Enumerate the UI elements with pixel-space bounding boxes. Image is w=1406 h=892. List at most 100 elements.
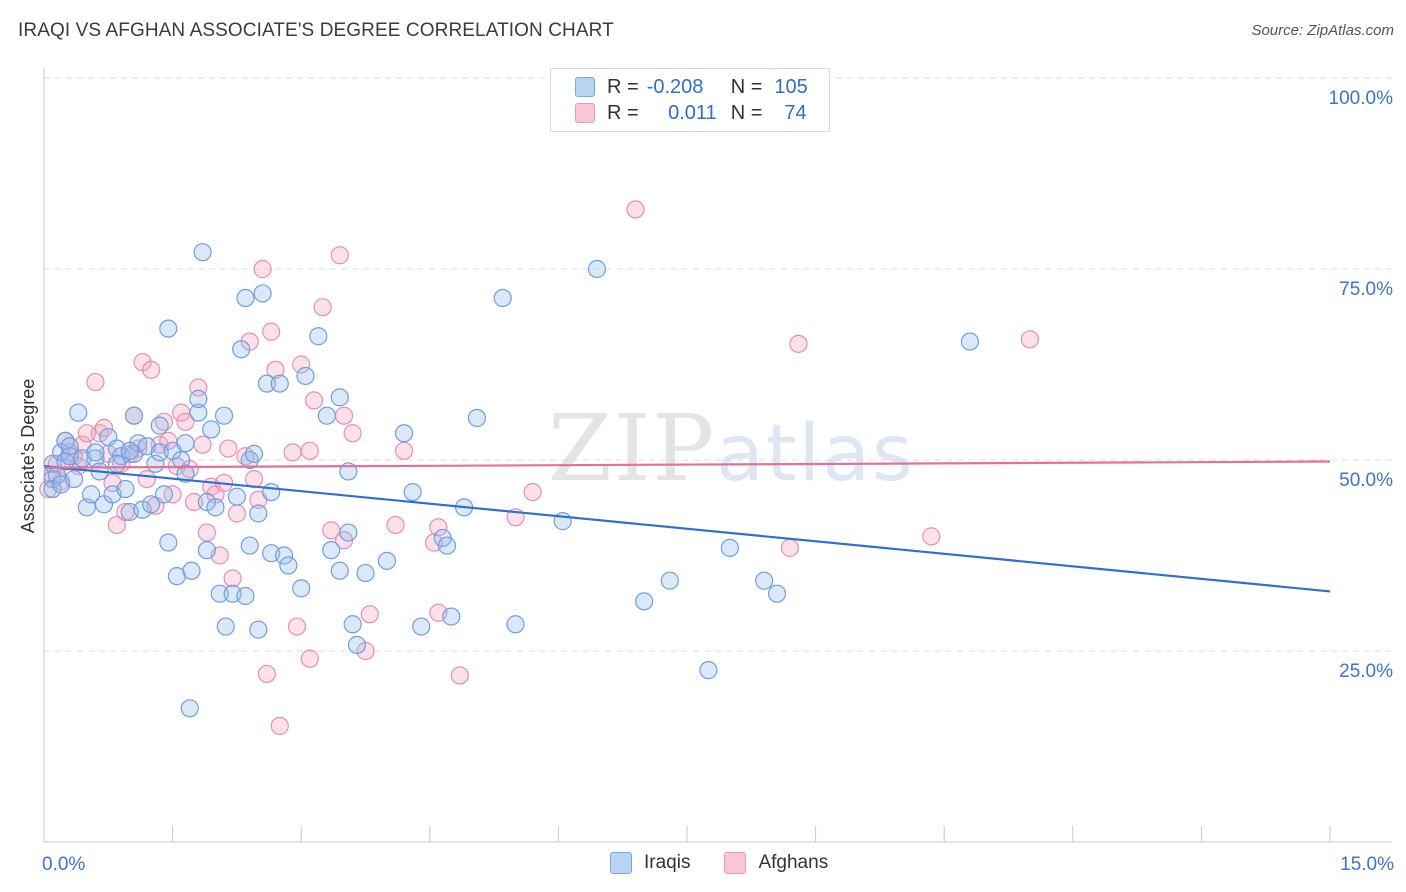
iraqi-point: [506, 615, 525, 634]
iraqi-point: [403, 482, 422, 502]
axes: [43, 68, 1392, 843]
iraqi-point: [296, 366, 315, 386]
legend-item-iraqis[interactable]: Iraqis: [610, 852, 690, 874]
afghan-point: [107, 515, 126, 535]
afghans-swatch: [724, 852, 747, 874]
afghan-point: [313, 298, 332, 317]
iraqi-point: [182, 561, 201, 580]
watermark-zip: ZIP: [548, 395, 717, 502]
afghan-point: [386, 515, 405, 535]
iraqi-point: [244, 444, 264, 463]
iraqi-point: [159, 533, 178, 552]
afghan-point: [176, 412, 195, 431]
x-tick-label-min: 0.0%: [42, 854, 85, 875]
afghans-swatch: [575, 103, 595, 123]
iraqi-point: [107, 454, 126, 473]
y-axis-title: Associate's Degree: [18, 379, 38, 534]
iraqi-point: [69, 403, 88, 422]
iraqi-point: [249, 504, 268, 523]
iraqi-point: [317, 406, 337, 425]
iraqi-point: [193, 243, 212, 262]
afghan-point: [922, 527, 941, 546]
legend-row-iraqis: R = -0.208 N = 105: [575, 75, 808, 99]
iraqi-point: [189, 403, 208, 422]
afghan-point: [780, 538, 799, 557]
iraqi-point: [124, 406, 144, 425]
iraqi-point: [142, 495, 161, 514]
afghans-trend-line: [43, 460, 1331, 469]
iraqi-point: [86, 443, 105, 462]
iraqis-swatch: [575, 77, 595, 97]
iraqi-point: [154, 485, 174, 504]
n-label: N =: [730, 101, 763, 124]
r-label: R =: [607, 101, 639, 124]
iraqi-point: [309, 327, 328, 346]
iraqis-points: [43, 243, 980, 718]
iraqi-point: [493, 288, 512, 308]
legend-label-iraqis: Iraqis: [644, 852, 691, 873]
iraqi-point: [330, 388, 349, 407]
iraqi-point: [377, 551, 397, 570]
n-value: 74: [784, 101, 807, 124]
afghan-point: [193, 435, 212, 454]
afghan-point: [257, 664, 277, 684]
iraqi-point: [197, 492, 216, 512]
afghan-point: [223, 569, 242, 588]
y-tick-label: 50.0%: [1339, 470, 1393, 491]
iraqi-point: [240, 536, 259, 555]
series-legend: Iraqis Afghans: [610, 852, 862, 874]
afghan-point: [262, 322, 281, 341]
iraqi-point: [227, 487, 246, 506]
r-label: R =: [607, 75, 639, 98]
iraqi-point: [43, 479, 62, 499]
iraqi-point: [587, 259, 607, 279]
afghan-point: [300, 649, 319, 668]
afghan-point: [219, 439, 238, 458]
iraqi-point: [660, 571, 679, 590]
iraqi-point: [214, 406, 234, 425]
iraqi-point: [343, 615, 362, 634]
afghan-point: [626, 200, 645, 219]
watermark: ZIPatlas: [548, 395, 915, 502]
afghan-point: [142, 360, 161, 379]
afghan-point: [270, 716, 289, 735]
n-value: 105: [774, 75, 808, 98]
afghan-point: [330, 246, 349, 265]
iraqi-point: [249, 620, 268, 639]
afghan-point: [394, 441, 414, 460]
watermark-atlas: atlas: [716, 409, 915, 499]
afghan-point: [283, 443, 302, 462]
iraqi-point: [292, 579, 311, 598]
afghan-point: [343, 424, 362, 443]
iraqi-point: [720, 538, 739, 557]
axis-labels: 25.0% 50.0% 75.0% 100.0% 0.0% 15.0% Associate'…: [18, 88, 1394, 875]
afghan-point: [86, 372, 105, 392]
afghan-point: [253, 259, 272, 279]
iraqi-point: [467, 408, 487, 428]
chart-title: IRAQI VS AFGHAN ASSOCIATE'S DEGREE CORRE…: [18, 20, 614, 41]
afghan-point: [227, 504, 246, 523]
afghan-point: [304, 391, 324, 410]
iraqi-point: [236, 586, 255, 606]
iraqi-point: [755, 571, 774, 590]
iraqi-point: [206, 498, 225, 517]
source-label: Source: ZipAtlas.com: [1251, 22, 1394, 39]
iraqi-point: [635, 592, 654, 611]
iraqi-point: [210, 584, 229, 603]
legend-row-afghans: R = 0.011 N = 74: [575, 101, 807, 125]
iraqi-point: [262, 482, 281, 502]
y-tick-label: 75.0%: [1339, 279, 1393, 300]
n-label: N =: [730, 75, 763, 98]
legend-item-afghans[interactable]: Afghans: [724, 852, 828, 874]
afghan-point: [334, 406, 354, 425]
iraqi-point: [202, 420, 221, 439]
iraqi-point: [216, 617, 235, 636]
afghan-point: [287, 617, 307, 636]
y-tick-label: 25.0%: [1339, 661, 1393, 682]
iraqi-point: [60, 437, 79, 456]
r-value: -0.208: [646, 75, 704, 98]
iraqi-point: [189, 389, 208, 408]
afghan-point: [300, 441, 319, 460]
iraqi-point: [150, 416, 169, 435]
iraqi-point: [412, 617, 431, 636]
